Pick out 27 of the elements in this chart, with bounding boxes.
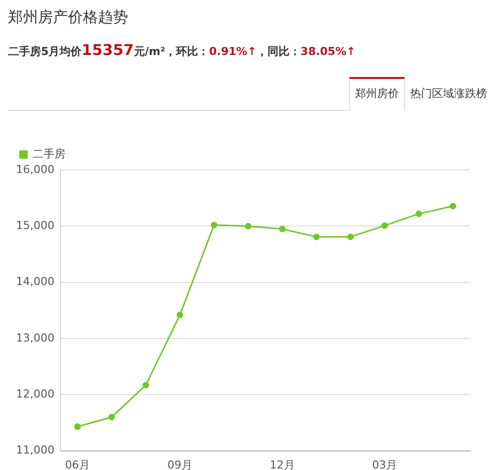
point [416, 210, 422, 218]
chart-subtitle: 二手房5月均价15357元/m²，环比：0.91%↑，同比：38.05%↑ [8, 41, 356, 59]
text: 郑州房价 [349, 77, 405, 111]
point [347, 234, 354, 240]
y-tick-label: 16,000 [16, 162, 54, 176]
y-tick-label: 14,000 [16, 275, 54, 288]
point [279, 226, 286, 232]
text: 热门区域涨跌榜 [405, 77, 492, 111]
x-tick-label: 06月 [65, 458, 90, 470]
point [142, 382, 150, 388]
point [450, 202, 456, 210]
point [313, 234, 320, 240]
y-tick-label: 11,000 [16, 444, 54, 457]
point [176, 312, 184, 318]
y-tick-label: 12,000 [16, 388, 54, 400]
point [381, 222, 388, 229]
x-tick-label: 09月 [167, 458, 192, 470]
point [108, 414, 115, 420]
y-tick-label: 13,000 [16, 331, 54, 344]
legend-label: 二手房 [32, 147, 66, 160]
point [244, 222, 252, 230]
x-tick-label: 12月 [270, 458, 295, 470]
x-tick-label: 03月 [372, 458, 398, 470]
chart-title: 郑州房产价格趋势 [8, 8, 129, 27]
y-tick-label: 15,000 [16, 219, 54, 232]
point [210, 222, 218, 228]
point [74, 423, 81, 430]
